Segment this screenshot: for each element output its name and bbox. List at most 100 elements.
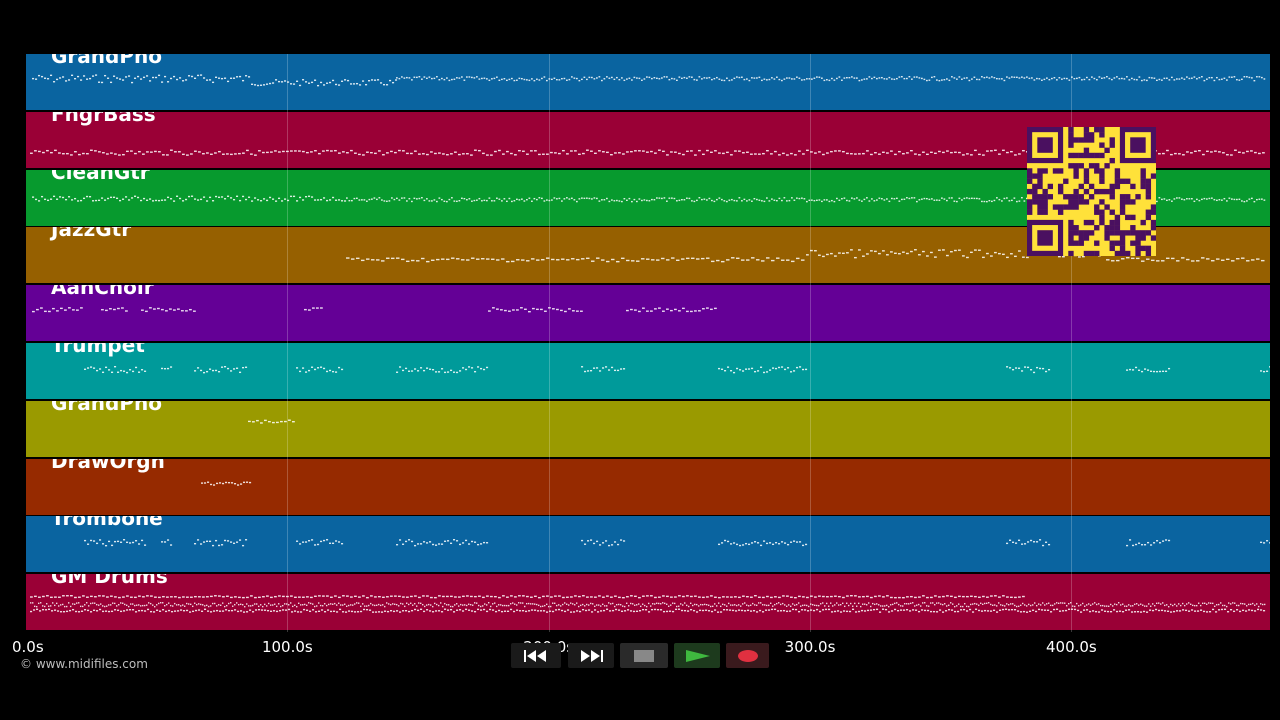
track-lane[interactable]: DrawOrgn <box>26 458 1270 517</box>
note-mark <box>826 79 828 81</box>
note-mark <box>1209 611 1212 613</box>
note-mark <box>435 544 438 547</box>
note-mark <box>562 596 565 599</box>
note-mark <box>646 606 648 608</box>
note-mark <box>711 261 715 263</box>
track-lane[interactable]: AahChoir <box>26 285 1270 344</box>
note-mark <box>96 604 98 606</box>
note-mark <box>831 611 834 613</box>
note-mark <box>1071 76 1073 78</box>
note-mark <box>206 596 209 598</box>
note-mark <box>626 78 628 80</box>
track-lane[interactable]: GrandPno <box>26 54 1270 112</box>
note-mark <box>976 197 978 199</box>
note-mark <box>928 198 931 200</box>
note-mark <box>450 605 452 608</box>
note-mark <box>911 78 913 80</box>
note-mark <box>282 150 285 152</box>
note-mark <box>53 81 56 83</box>
track-lane[interactable]: Trombone <box>26 516 1270 575</box>
note-mark <box>421 78 423 80</box>
note-mark <box>72 609 75 611</box>
note-mark <box>766 79 768 81</box>
note-mark <box>1129 368 1132 371</box>
note-mark <box>245 539 248 541</box>
note-mark <box>958 595 961 598</box>
fast-forward-button[interactable] <box>568 643 614 668</box>
note-mark <box>53 195 56 197</box>
note-mark <box>623 197 626 199</box>
note-mark <box>830 602 832 605</box>
note-mark <box>456 371 459 374</box>
note-mark <box>182 80 185 82</box>
note-mark <box>831 77 833 80</box>
rewind-button[interactable] <box>511 643 561 668</box>
note-mark <box>282 595 285 598</box>
note-mark <box>378 611 381 613</box>
note-mark <box>194 596 197 598</box>
note-mark <box>581 540 584 542</box>
note-mark <box>1125 609 1128 612</box>
note-mark <box>938 150 941 152</box>
note-mark <box>1103 77 1106 79</box>
note-mark <box>1202 602 1204 605</box>
note-mark <box>117 541 120 543</box>
note-mark <box>290 195 293 197</box>
note-mark <box>638 197 641 200</box>
note-mark <box>880 605 882 607</box>
note-mark <box>1202 153 1205 156</box>
note-mark <box>246 603 248 605</box>
note-mark <box>430 604 432 606</box>
note-mark <box>290 83 293 85</box>
note-mark <box>405 610 408 612</box>
note-mark <box>264 603 266 606</box>
record-button[interactable] <box>726 643 769 668</box>
note-mark <box>119 199 122 201</box>
note-mark <box>570 150 573 152</box>
note-mark <box>274 150 277 152</box>
note-mark <box>1002 595 1005 597</box>
note-mark <box>110 152 113 154</box>
note-mark <box>102 595 105 597</box>
note-mark <box>411 610 414 612</box>
note-mark <box>778 366 781 369</box>
track-lane[interactable]: GrandPno <box>26 400 1270 459</box>
note-mark <box>684 610 687 612</box>
note-mark <box>402 149 405 152</box>
note-mark <box>248 605 250 607</box>
note-mark <box>105 610 108 613</box>
note-mark <box>326 149 329 152</box>
note-mark <box>765 609 768 612</box>
note-mark <box>1098 255 1101 257</box>
note-mark <box>810 595 813 598</box>
note-mark <box>238 604 240 606</box>
note-mark <box>234 596 237 598</box>
note-mark <box>514 153 517 156</box>
note-mark <box>354 611 357 613</box>
stop-button[interactable] <box>620 643 668 668</box>
note-mark <box>743 198 746 200</box>
track-lane[interactable]: Trumpet <box>26 343 1270 401</box>
note-mark <box>231 481 234 484</box>
note-mark <box>210 605 212 607</box>
track-lane[interactable]: GM Drums <box>26 574 1270 633</box>
note-mark <box>292 605 294 608</box>
note-mark <box>811 199 813 201</box>
note-mark <box>706 149 709 152</box>
note-mark <box>954 151 957 153</box>
note-mark <box>996 611 999 613</box>
note-mark <box>933 199 936 201</box>
note-mark <box>775 367 778 370</box>
note-mark <box>676 199 678 202</box>
note-mark <box>526 198 528 200</box>
note-mark <box>332 370 335 373</box>
play-button[interactable] <box>674 643 720 668</box>
note-mark <box>1266 540 1269 542</box>
note-mark <box>408 611 411 613</box>
note-mark <box>671 197 673 199</box>
note-mark <box>1220 602 1222 604</box>
note-mark <box>173 309 176 311</box>
note-mark <box>382 153 385 156</box>
note-mark <box>464 604 466 606</box>
note-mark <box>786 77 788 79</box>
